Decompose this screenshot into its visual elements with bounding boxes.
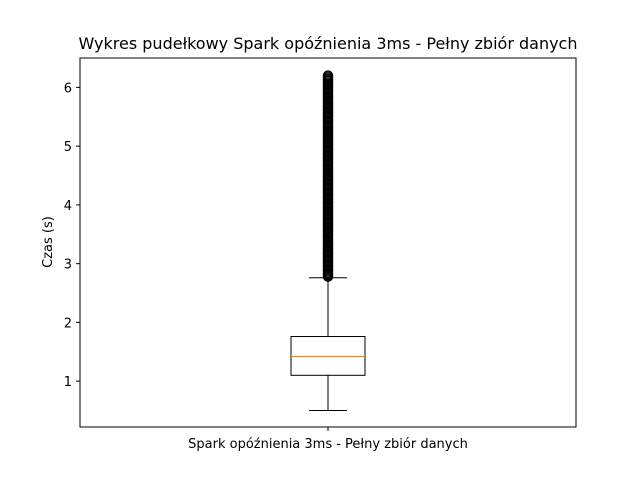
axes-frame (79, 57, 577, 428)
outliers (322, 70, 334, 282)
y-tick-label: 1 (64, 375, 72, 390)
x-tick-label: Spark opóźnienia 3ms - Pełny zbiór danyc… (188, 437, 468, 452)
y-tick-label: 3 (64, 258, 72, 273)
y-tick-label: 2 (64, 316, 72, 331)
chart-title: Wykres pudełkowy Spark opóźnienia 3ms - … (79, 34, 578, 53)
outlier-point (322, 70, 334, 81)
y-tick-label: 6 (64, 81, 72, 96)
y-tick-label: 4 (64, 199, 72, 214)
y-axis-label: Czas (s) (41, 216, 56, 268)
plot-area (290, 70, 366, 412)
y-tick-label: 5 (64, 140, 72, 155)
y-axis-ticks: 1 2 3 4 5 6 (64, 81, 329, 431)
